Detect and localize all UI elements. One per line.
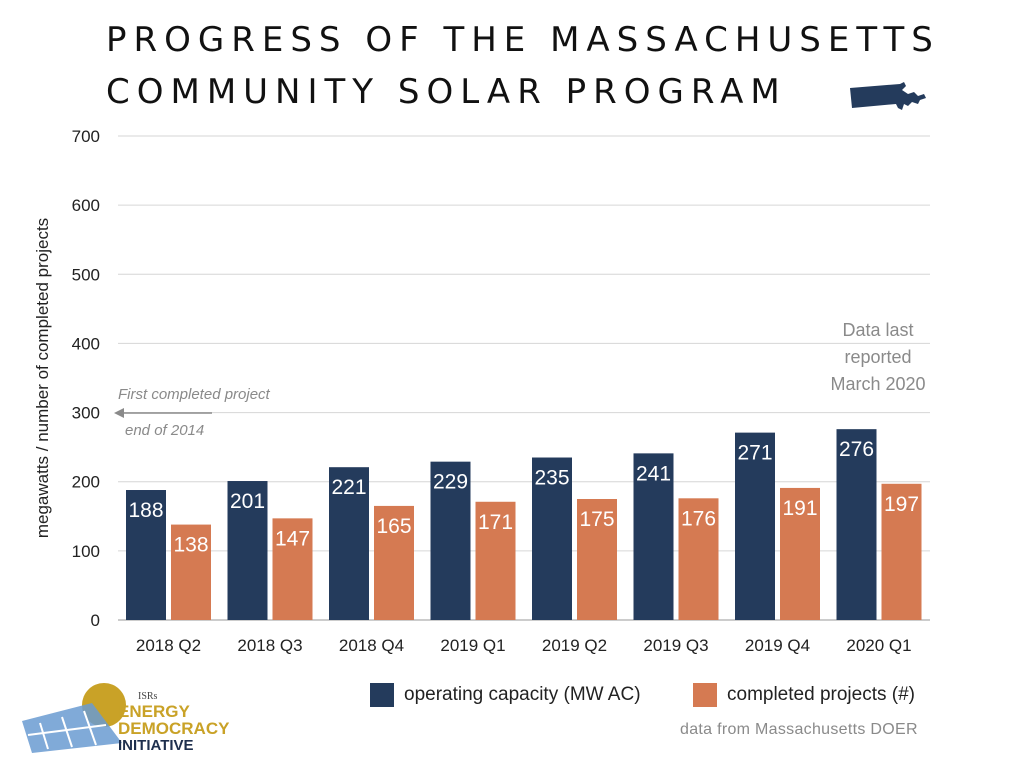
x-axis-ticks: 2018 Q2 2018 Q3 2018 Q4 2019 Q1 2019 Q2 2019 … xyxy=(136,636,912,655)
legend-swatch-navy xyxy=(370,683,394,707)
bar-value-label: 229 xyxy=(433,471,468,494)
y-tick-label: 100 xyxy=(72,542,100,561)
legend-label-projects: completed projects (#) xyxy=(727,684,915,705)
bar-projects xyxy=(678,498,719,620)
data-note-line-1: Data last xyxy=(842,320,914,340)
first-project-arrow xyxy=(114,408,212,418)
logo-line-1: ENERGY xyxy=(118,702,190,721)
legend-label-capacity: operating capacity (MW AC) xyxy=(404,684,641,705)
logo-small-text: ISRs xyxy=(138,691,158,702)
legend-item-capacity: operating capacity (MW AC) xyxy=(370,683,641,707)
massachusetts-map-icon xyxy=(850,82,926,110)
bar-value-label: 197 xyxy=(884,493,919,516)
bar-value-label: 147 xyxy=(275,527,310,550)
bar-value-label: 241 xyxy=(636,462,671,485)
y-tick-label: 400 xyxy=(72,334,100,353)
bar-value-label: 276 xyxy=(839,438,874,461)
x-tick-label: 2020 Q1 xyxy=(846,636,911,655)
bar-value-label: 235 xyxy=(534,467,569,490)
bar-chart: 0 100 200 300 400 500 600 700 188 138 201 147 221 16… xyxy=(33,127,930,655)
y-tick-label: 600 xyxy=(72,196,100,215)
bar-projects xyxy=(881,483,922,620)
x-tick-label: 2019 Q2 xyxy=(542,636,607,655)
y-tick-label: 500 xyxy=(72,265,100,284)
bar-projects xyxy=(171,524,211,620)
y-tick-label: 0 xyxy=(91,611,100,630)
data-note-line-2: reported xyxy=(844,347,912,367)
bar-value-label: 138 xyxy=(173,534,208,557)
bar-capacity xyxy=(227,481,268,620)
x-tick-label: 2018 Q3 xyxy=(237,636,302,655)
legend-item-projects: completed projects (#) xyxy=(693,683,915,707)
bar-capacity xyxy=(532,457,572,620)
bar-projects xyxy=(272,518,313,620)
logo-line-2: DEMOCRACY xyxy=(118,719,230,738)
y-axis-ticks: 0 100 200 300 400 500 600 700 xyxy=(72,127,100,630)
energy-democracy-initiative-logo: ISRs ENERGY DEMOCRACY INITIATIVE xyxy=(22,683,230,753)
bar-capacity xyxy=(735,432,775,620)
bar-capacity xyxy=(633,453,674,620)
x-tick-label: 2019 Q4 xyxy=(745,636,810,655)
x-tick-label: 2019 Q1 xyxy=(440,636,505,655)
logo-line-3: INITIATIVE xyxy=(118,737,194,753)
data-source-note: data from Massachusetts DOER xyxy=(680,721,918,738)
bar-value-label: 188 xyxy=(128,499,163,522)
chart-title-line-2: COMMUNITY SOLAR PROGRAM xyxy=(106,72,787,112)
first-project-date-annotation: end of 2014 xyxy=(125,422,205,439)
bar-value-label: 171 xyxy=(478,511,513,534)
x-tick-label: 2018 Q4 xyxy=(339,636,404,655)
bar-capacity xyxy=(430,461,471,620)
legend-swatch-orange xyxy=(693,683,717,707)
bar-projects xyxy=(780,487,820,620)
bar-value-label: 221 xyxy=(331,476,366,499)
bar-value-label: 176 xyxy=(681,507,716,530)
bar-value-label: 201 xyxy=(230,490,265,513)
bar-capacity xyxy=(836,429,877,620)
bar-projects xyxy=(577,499,617,620)
bar-capacity xyxy=(329,467,369,620)
data-note-line-3: March 2020 xyxy=(830,374,926,394)
x-tick-label: 2019 Q3 xyxy=(643,636,708,655)
bar-value-labels: 188 138 201 147 221 165 229 171 235 175 241 176 271 1… xyxy=(128,438,919,556)
bar-value-label: 175 xyxy=(579,508,614,531)
chart-title-line-1: PROGRESS OF THE MASSACHUSETTS xyxy=(106,20,940,60)
first-project-annotation: First completed project xyxy=(118,386,270,403)
bar-capacity xyxy=(126,490,166,620)
bar-projects xyxy=(374,505,414,620)
y-tick-label: 700 xyxy=(72,127,100,146)
x-tick-label: 2018 Q2 xyxy=(136,636,201,655)
y-tick-label: 300 xyxy=(72,404,100,423)
y-tick-label: 200 xyxy=(72,473,100,492)
y-axis-label: megawatts / number of completed projects xyxy=(33,218,52,538)
bar-value-label: 165 xyxy=(376,515,411,538)
data-last-reported-note: Data last reported March 2020 xyxy=(818,317,938,398)
bar-projects xyxy=(475,501,516,620)
bar-value-label: 271 xyxy=(737,442,772,465)
bar-value-label: 191 xyxy=(782,497,817,520)
bars xyxy=(126,429,922,620)
